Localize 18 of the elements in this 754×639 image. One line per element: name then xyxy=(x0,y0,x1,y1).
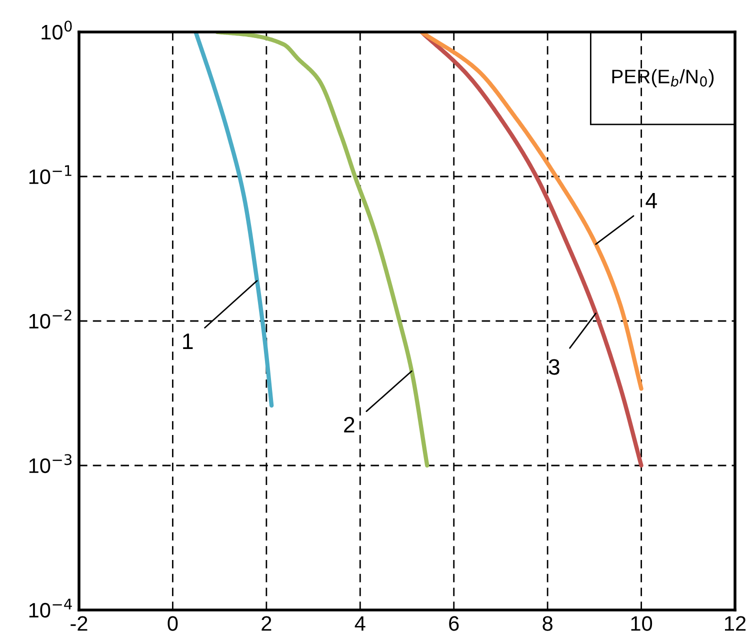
x-tick-label: 10 xyxy=(631,616,652,631)
x-tick-label: 6 xyxy=(449,616,459,631)
x-tick-label: 4 xyxy=(354,616,366,631)
annotation: 4 xyxy=(646,192,657,208)
annotation: 2 xyxy=(344,416,354,432)
annotation: PER(E$_{b}$/N$_{0}$) xyxy=(612,69,714,88)
x-tick-label: 8 xyxy=(542,616,552,631)
y-tick-label: 10$^{−2}$ xyxy=(29,310,72,329)
x-tick-label: 2 xyxy=(262,616,272,631)
y-tick-label: 10$^{0}$ xyxy=(42,20,72,40)
annotation: 3 xyxy=(548,359,560,375)
x-tick-label: 12 xyxy=(725,616,746,631)
x-tick-label: 0 xyxy=(168,616,178,631)
x-tick-label: -2 xyxy=(70,616,88,631)
y-tick-label: 10$^{−1}$ xyxy=(29,165,72,184)
annotation: 1 xyxy=(183,334,193,349)
y-tick-label: 10$^{−3}$ xyxy=(29,454,72,474)
y-tick-label: 10$^{−4}$ xyxy=(29,598,72,618)
